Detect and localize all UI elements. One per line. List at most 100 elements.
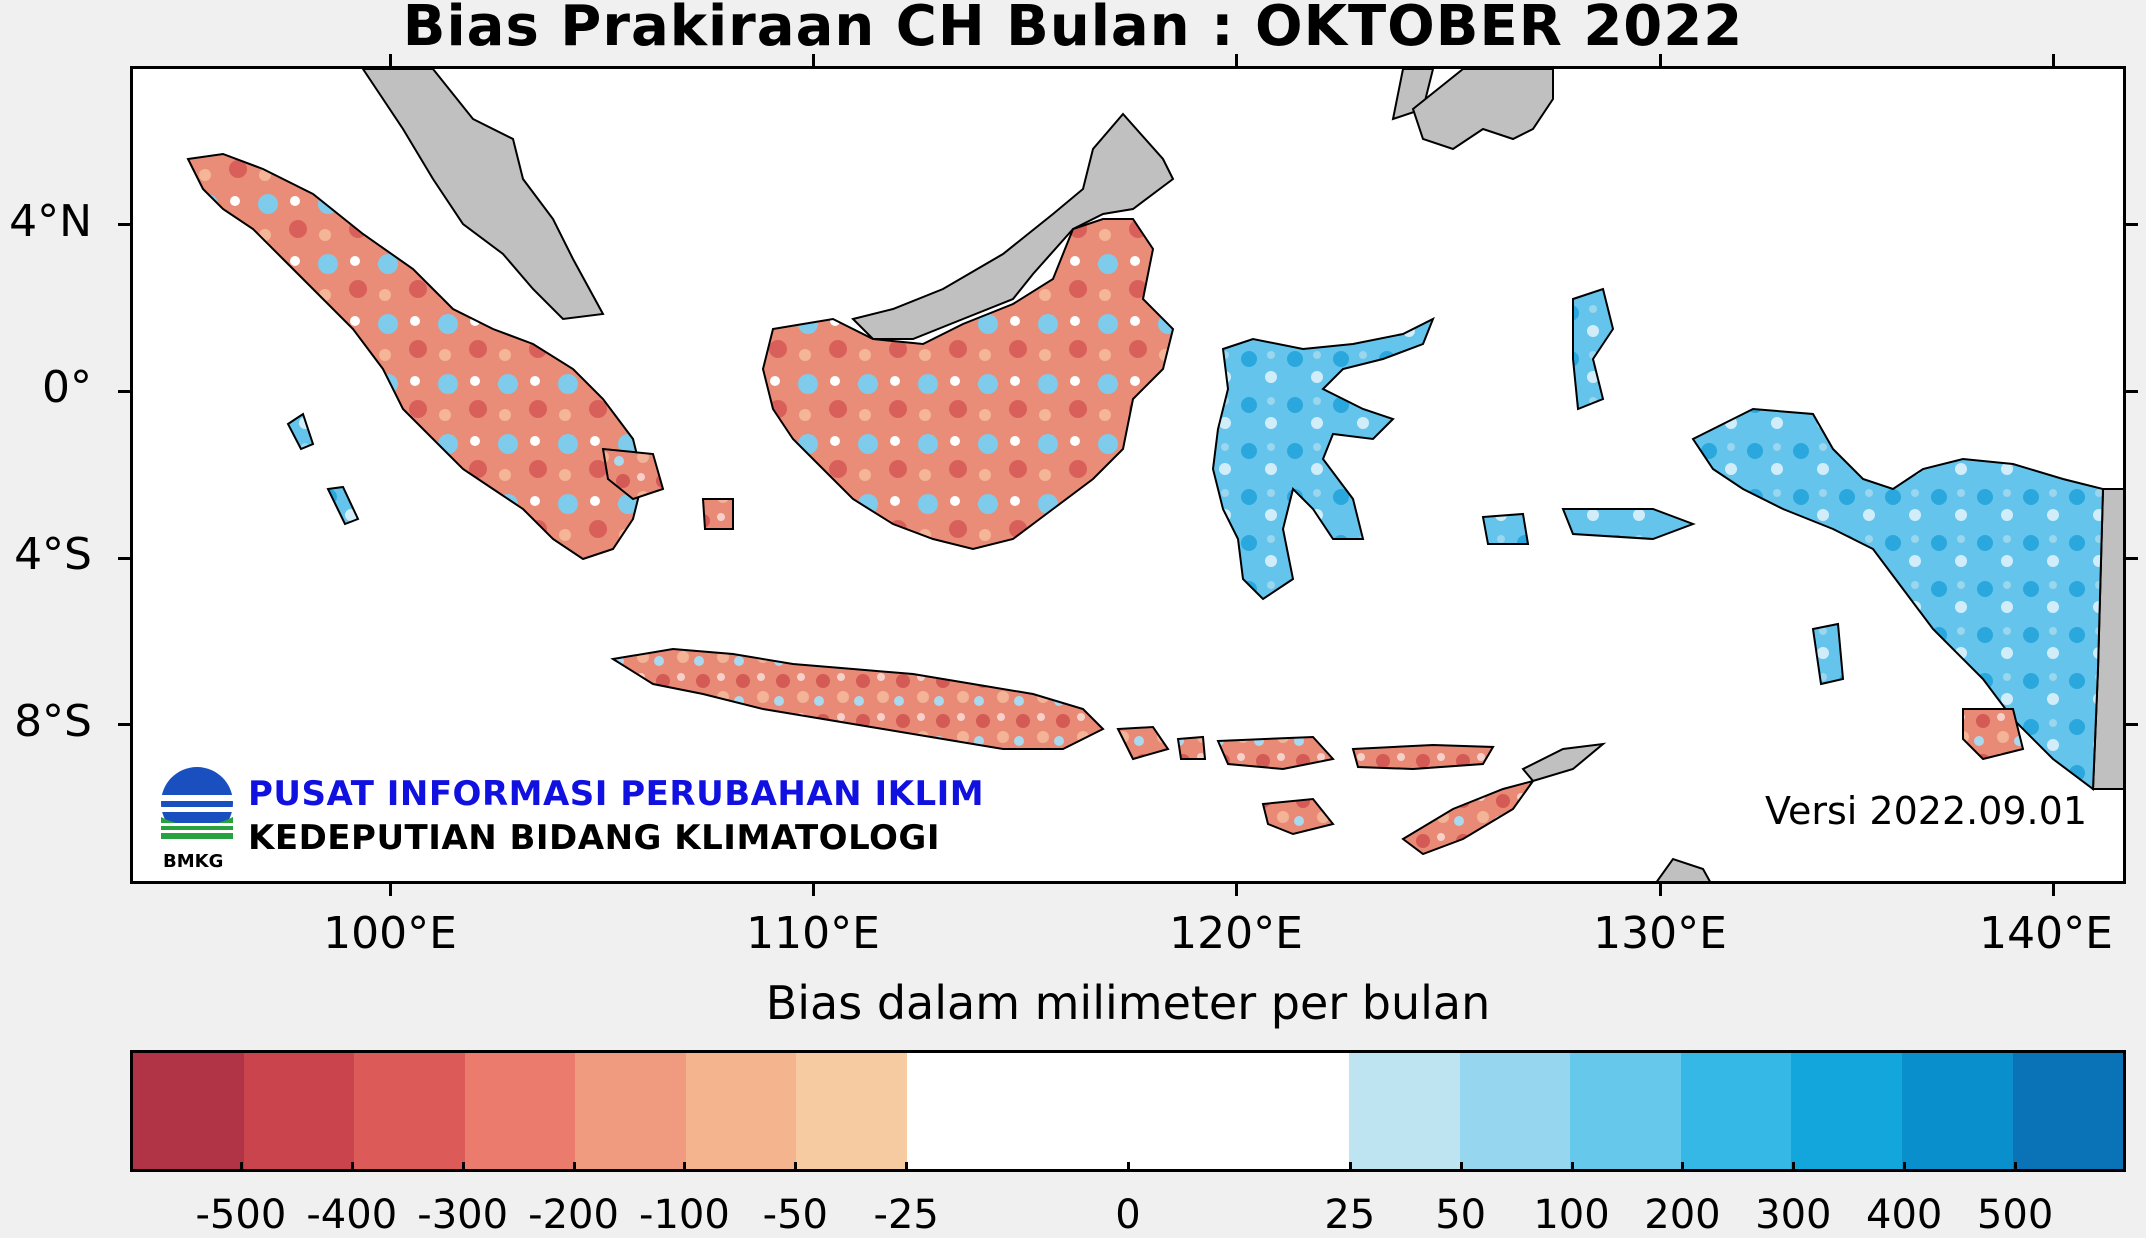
- land-buru: [1481, 512, 1530, 545]
- colorbar-segment: [906, 1053, 1018, 1169]
- land-java: [610, 647, 1105, 750]
- land-kalimantan: [761, 218, 1175, 551]
- colorbar-tick-label: 50: [1435, 1192, 1487, 1238]
- tick-right-0: [2126, 390, 2138, 393]
- colorbar-segment: [243, 1053, 355, 1169]
- colorbar-segment: [1349, 1053, 1460, 1169]
- colorbar-tick-label: 300: [1755, 1192, 1832, 1238]
- colorbar-segment: [1017, 1053, 1129, 1169]
- colorbar-segment: [685, 1053, 797, 1169]
- land-mentawai: [326, 485, 360, 526]
- tick-right-4n: [2126, 223, 2138, 226]
- colorbar-segment: [1791, 1053, 1902, 1169]
- land-north-borneo: [851, 112, 1175, 340]
- map-title: Bias Prakiraan CH Bulan : OKTOBER 2022: [402, 0, 1744, 59]
- logo-text: BMKG: [163, 851, 224, 872]
- colorbar-segment: [133, 1053, 244, 1169]
- lat-label-8s: 8°S: [14, 696, 92, 747]
- tick-bottom-100e: [389, 884, 392, 896]
- colorbar-tick-label: -300: [417, 1192, 509, 1238]
- colorbar-tick-label: -400: [306, 1192, 398, 1238]
- tick-top-130e: [1659, 54, 1662, 66]
- colorbar-tick: [1127, 1162, 1130, 1172]
- land-nias: [286, 412, 315, 451]
- colorbar-tick: [1570, 1162, 1574, 1172]
- colorbar-tick-label: 400: [1866, 1192, 1943, 1238]
- tick-bottom-130e: [1659, 884, 1662, 896]
- colorbar-tick: [572, 1162, 576, 1172]
- lat-label-0: 0°: [42, 362, 92, 413]
- land-bali: [1116, 725, 1170, 761]
- tick-left-8s: [118, 723, 130, 726]
- colorbar-tick: [461, 1162, 465, 1172]
- tick-top-110e: [812, 54, 815, 66]
- colorbar-tick: [350, 1162, 354, 1172]
- colorbar-tick: [1348, 1162, 1352, 1172]
- land-bangka: [601, 447, 665, 501]
- colorbar-tick: [1792, 1162, 1796, 1172]
- colorbar: [130, 1050, 2126, 1172]
- colorbar-tick: [239, 1162, 243, 1172]
- colorbar-segment: [1459, 1053, 1571, 1169]
- land-papua-south: [1962, 708, 2025, 761]
- colorbar-tick-label: 200: [1644, 1192, 1721, 1238]
- land-flores: [1351, 743, 1495, 771]
- land-lombok: [1176, 735, 1207, 760]
- tick-right-8s: [2126, 723, 2138, 726]
- land-malay-peninsula: [361, 69, 605, 321]
- tick-bottom-110e: [812, 884, 815, 896]
- map-frame: BMKG PUSAT INFORMASI PERUBAHAN IKLIM KED…: [130, 66, 2126, 884]
- tick-right-4s: [2126, 557, 2138, 560]
- land-sulawesi: [1211, 316, 1435, 601]
- colorbar-label: Bias dalam milimeter per bulan: [765, 976, 1491, 1030]
- land-australia: [1656, 857, 1711, 881]
- land-papua: [1691, 407, 2105, 791]
- tick-left-0: [118, 390, 130, 393]
- colorbar-tick: [2014, 1162, 2018, 1172]
- version-text: Versi 2022.09.01: [1764, 789, 2087, 833]
- map-canvas: [186, 69, 2123, 881]
- land-sumatra: [186, 152, 645, 561]
- organization-name: PUSAT INFORMASI PERUBAHAN IKLIM: [248, 774, 985, 814]
- colorbar-tick: [1459, 1162, 1463, 1172]
- colorbar-segment: [354, 1053, 465, 1169]
- organization-department: KEDEPUTIAN BIDANG KLIMATOLOGI: [248, 818, 940, 858]
- colorbar-segment: [1238, 1053, 1350, 1169]
- land-belitung: [701, 498, 734, 530]
- colorbar-tick-label: 0: [1115, 1192, 1141, 1238]
- tick-top-100e: [389, 54, 392, 66]
- tick-top-140e: [2052, 54, 2055, 66]
- land-mindanao: [1411, 69, 1554, 151]
- colorbar-tick: [905, 1162, 909, 1172]
- colorbar-tick-label: -200: [528, 1192, 619, 1238]
- colorbar-tick-label: 25: [1324, 1192, 1376, 1238]
- bmkg-logo: BMKG: [157, 765, 237, 872]
- colorbar-segment: [575, 1053, 686, 1169]
- tick-left-4s: [118, 557, 130, 560]
- colorbar-tick-label: -50: [762, 1192, 828, 1238]
- colorbar-tick-label: -100: [639, 1192, 730, 1238]
- land-sumbawa: [1216, 735, 1335, 771]
- colorbar-tick: [1681, 1162, 1685, 1172]
- colorbar-tick: [683, 1162, 687, 1172]
- lon-label-130e: 130°E: [1593, 908, 1727, 959]
- lon-label-140e: 140°E: [1979, 908, 2113, 959]
- colorbar-tick-label: -25: [873, 1192, 939, 1238]
- land-halmahera: [1572, 287, 1615, 411]
- colorbar-segment: [2012, 1053, 2124, 1169]
- colorbar-tick: [1903, 1162, 1907, 1172]
- land-seram: [1561, 508, 1696, 541]
- colorbar-tick-label: -500: [195, 1192, 287, 1238]
- land-timor: [1401, 779, 1536, 856]
- colorbar-segment: [1128, 1053, 1239, 1169]
- colorbar-segment: [1902, 1053, 2013, 1169]
- tick-bottom-140e: [2052, 884, 2055, 896]
- tick-bottom-120e: [1235, 884, 1238, 896]
- colorbar-segment: [1570, 1053, 1681, 1169]
- colorbar-tick-label: 100: [1533, 1192, 1610, 1238]
- land-aru: [1811, 622, 1845, 686]
- colorbar-segment: [1680, 1053, 1792, 1169]
- lat-label-4s: 4°S: [14, 529, 92, 580]
- land-sumba: [1261, 797, 1335, 836]
- colorbar-tick: [794, 1162, 798, 1172]
